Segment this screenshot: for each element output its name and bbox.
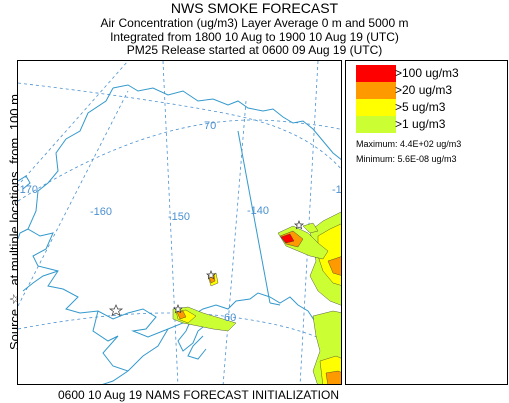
seward-tip xyxy=(18,228,29,240)
alaska-peninsula xyxy=(102,328,169,384)
latitude-line-60 xyxy=(18,312,341,351)
st-lawrence-island xyxy=(18,175,31,190)
subtitle-release-start: PM25 Release started at 0600 09 Aug 19 (… xyxy=(126,43,383,57)
legend-item-20: >20 ug/m3 xyxy=(356,82,452,99)
chart-title: NWS SMOKE FORECAST xyxy=(170,0,339,16)
legend-item-100: >100 ug/m3 xyxy=(356,65,459,82)
lon-label-140: -140 xyxy=(247,205,269,217)
map-canvas: -170 -160 -150 -140 -130 70 60 xyxy=(18,61,342,384)
border-segment xyxy=(269,302,281,306)
smoke-plume-central-east xyxy=(277,222,329,260)
lat-label-60: 60 xyxy=(224,312,236,324)
north-coast xyxy=(112,84,341,161)
smoke-plume-east xyxy=(309,211,341,306)
cook-inlet xyxy=(177,314,209,352)
forecast-initialization: 0600 10 Aug 19 NAMS FORECAST INITIALIZAT… xyxy=(58,388,339,402)
legend-label-20: >20 ug/m3 xyxy=(395,83,453,97)
legend-swatch-yellow xyxy=(356,99,396,116)
legend-swatch-red xyxy=(356,65,396,82)
longitude-line-160 xyxy=(18,90,129,307)
latitude-line-70 xyxy=(18,119,341,202)
star-icon xyxy=(206,270,216,280)
bristol-bay xyxy=(92,310,129,372)
subtitle-integration-period: Integrated from 1800 10 Aug to 1900 10 A… xyxy=(110,30,399,44)
star-icon xyxy=(173,304,183,314)
kodiak-island xyxy=(187,335,207,360)
canada-border xyxy=(237,130,271,304)
smoke-plume-southeast xyxy=(312,310,341,384)
legend-minimum: Minimum: 5.6E-08 ug/m3 xyxy=(356,154,457,164)
lon-label-160: -160 xyxy=(90,206,112,218)
longitude-grid xyxy=(18,61,319,384)
subtitle-concentration: Air Concentration (ug/m3) Layer Average … xyxy=(100,16,409,30)
lat-label-70: 70 xyxy=(204,120,216,132)
legend-swatch-orange xyxy=(356,82,396,99)
longitude-line-135 xyxy=(299,61,319,384)
west-coast xyxy=(27,87,271,338)
legend-maximum: Maximum: 4.4E+02 ug/m3 xyxy=(356,139,462,149)
legend-item-1: >1 ug/m3 xyxy=(356,116,445,133)
legend-swatch-green xyxy=(356,116,396,133)
latitude-line-80 xyxy=(18,82,341,170)
star-icon xyxy=(294,220,304,230)
yukon-delta xyxy=(22,270,59,292)
legend-label-1: >1 ug/m3 xyxy=(395,117,446,131)
lon-label-130: -130 xyxy=(332,184,342,196)
latitude-grid xyxy=(18,82,341,351)
longitude-line-170 xyxy=(18,61,129,186)
legend-item-5: >5 ug/m3 xyxy=(356,99,445,116)
map-panel: -170 -160 -150 -140 -130 70 60 xyxy=(17,60,342,385)
star-icon xyxy=(108,304,124,317)
longitude-line-150 xyxy=(162,61,179,384)
lon-label-170: -170 xyxy=(18,184,38,196)
legend-label-100: >100 ug/m3 xyxy=(395,66,459,80)
legend-label-5: >5 ug/m3 xyxy=(395,100,446,114)
legend-panel: >100 ug/m3 >20 ug/m3 >5 ug/m3 >1 ug/m3 M… xyxy=(345,60,508,385)
source-markers xyxy=(108,220,304,317)
longitude-line-140 xyxy=(222,100,247,384)
lon-label-150: -150 xyxy=(168,211,190,223)
